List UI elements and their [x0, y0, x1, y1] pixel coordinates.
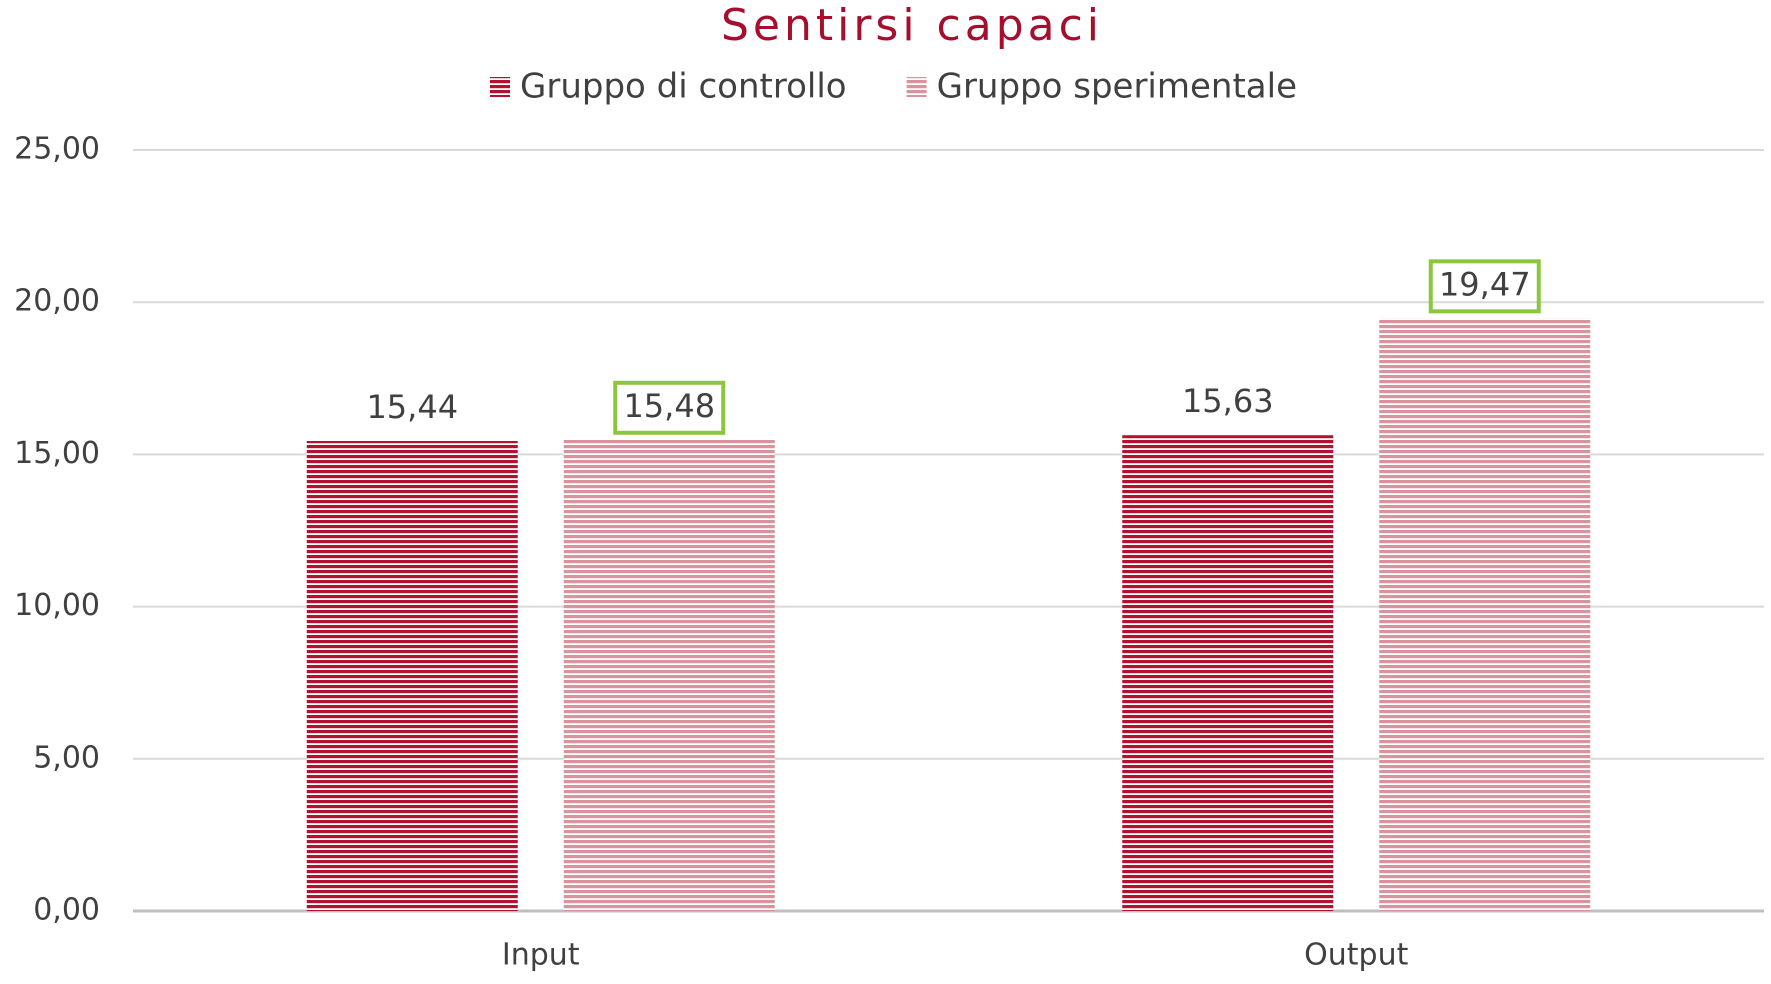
x-tick-label: Input — [502, 938, 580, 973]
chart-title: Sentirsi capaci — [721, 0, 1103, 51]
x-tick-label: Output — [1304, 938, 1408, 973]
legend-label: Gruppo sperimentale — [937, 67, 1297, 107]
legend-swatch — [906, 77, 927, 97]
data-label: 15,44 — [366, 388, 458, 426]
data-label: 19,47 — [1439, 265, 1531, 303]
label-highlight — [1428, 259, 1541, 314]
legend-swatch — [490, 77, 510, 97]
data-label: 15,48 — [623, 387, 715, 425]
y-tick-label: 5,00 — [33, 740, 100, 775]
y-tick-label: 25,00 — [14, 132, 100, 167]
bar — [306, 441, 518, 911]
y-tick-label: 15,00 — [14, 436, 100, 471]
bar — [563, 439, 775, 911]
bar — [1379, 318, 1591, 911]
legend-label: Gruppo di controllo — [520, 67, 847, 107]
y-tick-label: 0,00 — [33, 893, 100, 928]
bar — [1122, 435, 1334, 911]
y-tick-label: 20,00 — [14, 284, 100, 319]
y-tick-label: 10,00 — [14, 588, 100, 623]
label-highlight — [613, 380, 726, 435]
data-label: 15,63 — [1182, 382, 1274, 420]
